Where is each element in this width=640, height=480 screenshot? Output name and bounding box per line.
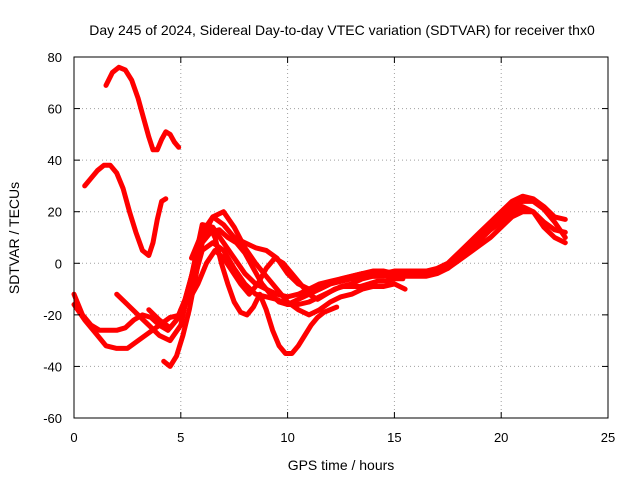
y-tick-labels: -60 -40 -20 0 20 40 60 80 bbox=[43, 50, 62, 426]
x-axis-label: GPS time / hours bbox=[288, 457, 395, 473]
x-tick-label: 25 bbox=[601, 430, 615, 445]
series-group bbox=[71, 64, 568, 369]
series-arc-3 bbox=[71, 193, 568, 333]
series-arc-8 bbox=[178, 247, 406, 313]
y-tick-label: -20 bbox=[43, 308, 62, 323]
series-arc-1 bbox=[103, 64, 182, 153]
y-tick-label: 0 bbox=[55, 256, 62, 271]
series-arc-6 bbox=[146, 209, 408, 331]
x-tick-label: 0 bbox=[70, 430, 77, 445]
y-tick-label: 60 bbox=[48, 102, 62, 117]
y-tick-label: 40 bbox=[48, 153, 62, 168]
y-tick-label: 80 bbox=[48, 50, 62, 65]
series-arc-2 bbox=[82, 162, 169, 258]
x-tick-labels: 0 5 10 15 20 25 bbox=[70, 430, 615, 445]
x-tick-label: 15 bbox=[387, 430, 401, 445]
y-axis-label: SDTVAR / TECUs bbox=[6, 182, 22, 294]
plot-frame bbox=[73, 56, 609, 419]
x-tick-label: 10 bbox=[280, 430, 294, 445]
y-tick-label: 20 bbox=[48, 205, 62, 220]
tick-marks bbox=[73, 56, 609, 419]
x-tick-label: 20 bbox=[494, 430, 508, 445]
series-arc-9 bbox=[189, 209, 568, 292]
y-tick-label: -40 bbox=[43, 359, 62, 374]
chart-title: Day 245 of 2024, Sidereal Day-to-day VTE… bbox=[89, 22, 595, 38]
x-tick-label: 5 bbox=[177, 430, 184, 445]
y-tick-label: -60 bbox=[43, 411, 62, 426]
